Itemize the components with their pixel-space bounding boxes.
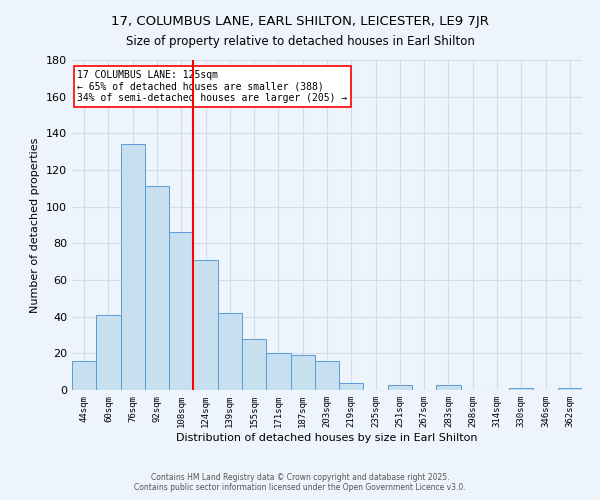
Bar — [242, 338, 266, 390]
Bar — [290, 355, 315, 390]
Bar — [339, 382, 364, 390]
Bar — [72, 360, 96, 390]
Bar — [266, 354, 290, 390]
Bar — [96, 315, 121, 390]
Bar — [436, 384, 461, 390]
X-axis label: Distribution of detached houses by size in Earl Shilton: Distribution of detached houses by size … — [176, 432, 478, 442]
Text: Contains HM Land Registry data © Crown copyright and database right 2025.
Contai: Contains HM Land Registry data © Crown c… — [134, 473, 466, 492]
Bar — [509, 388, 533, 390]
Text: 17 COLUMBUS LANE: 125sqm
← 65% of detached houses are smaller (388)
34% of semi-: 17 COLUMBUS LANE: 125sqm ← 65% of detach… — [77, 70, 347, 103]
Bar — [315, 360, 339, 390]
Bar — [558, 388, 582, 390]
Y-axis label: Number of detached properties: Number of detached properties — [31, 138, 40, 312]
Bar — [145, 186, 169, 390]
Bar — [169, 232, 193, 390]
Bar — [388, 384, 412, 390]
Text: Size of property relative to detached houses in Earl Shilton: Size of property relative to detached ho… — [125, 35, 475, 48]
Bar — [218, 313, 242, 390]
Bar — [121, 144, 145, 390]
Bar — [193, 260, 218, 390]
Text: 17, COLUMBUS LANE, EARL SHILTON, LEICESTER, LE9 7JR: 17, COLUMBUS LANE, EARL SHILTON, LEICEST… — [111, 15, 489, 28]
